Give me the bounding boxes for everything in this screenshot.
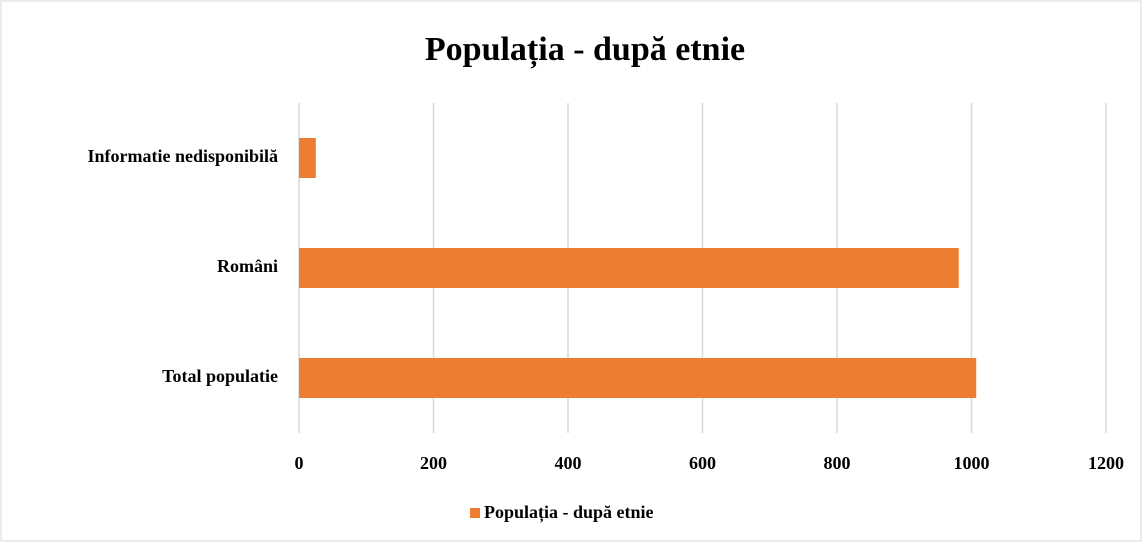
legend-label: Populația - după etnie [484, 502, 654, 523]
x-tick-label: 200 [420, 453, 447, 473]
x-tick-label: 600 [689, 453, 716, 473]
legend-swatch [470, 508, 480, 518]
bar [299, 358, 977, 398]
x-tick-label: 0 [295, 453, 304, 473]
x-tick-label: 800 [824, 453, 851, 473]
x-tick-label: 400 [555, 453, 582, 473]
chart-title: Populația - după etnie [425, 31, 745, 69]
y-tick-label: Total populatie [162, 366, 278, 386]
y-tick-label: Informatie nedisponibilă [87, 146, 278, 166]
x-tick-label: 1200 [1088, 453, 1124, 473]
bar [299, 138, 316, 178]
bar [299, 248, 959, 288]
y-tick-label: Români [217, 256, 278, 276]
x-tick-label: 1000 [954, 453, 990, 473]
